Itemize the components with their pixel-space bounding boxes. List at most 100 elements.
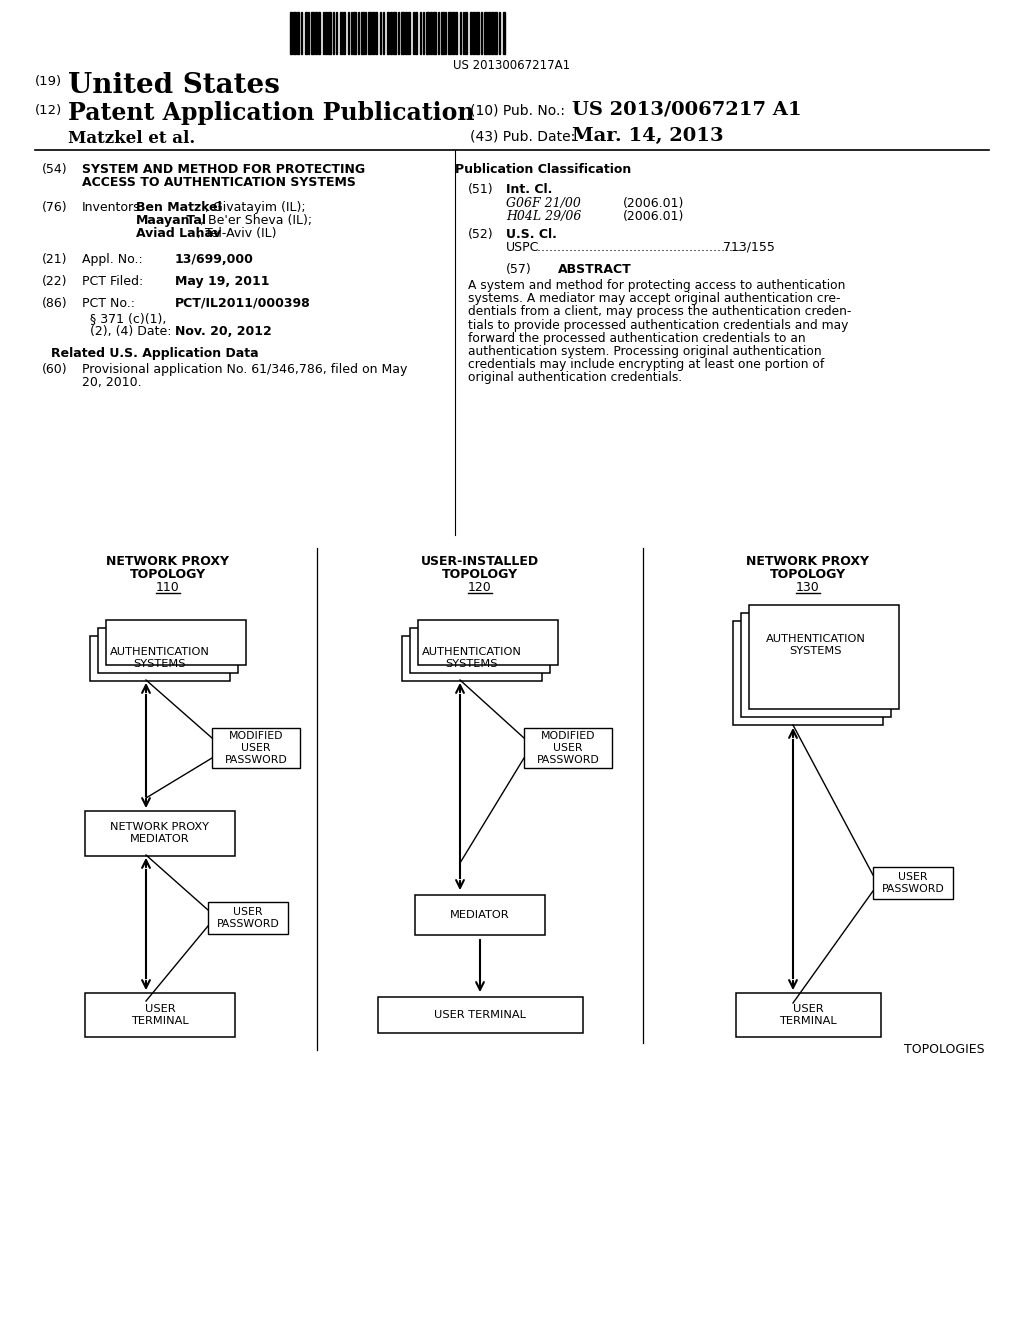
Bar — [433, 12, 436, 54]
Text: TOPOLOGY: TOPOLOGY — [130, 568, 206, 581]
Text: (2006.01): (2006.01) — [623, 210, 684, 223]
Text: (43) Pub. Date:: (43) Pub. Date: — [470, 129, 575, 144]
Text: (2), (4) Date:: (2), (4) Date: — [90, 325, 171, 338]
Bar — [426, 12, 429, 54]
Text: , Tel-Aviv (IL): , Tel-Aviv (IL) — [197, 227, 276, 240]
Text: NETWORK PROXY
MEDIATOR: NETWORK PROXY MEDIATOR — [111, 822, 210, 843]
Bar — [328, 12, 331, 54]
Text: MODIFIED
USER
PASSWORD: MODIFIED USER PASSWORD — [537, 731, 599, 764]
Text: Publication Classification: Publication Classification — [455, 162, 631, 176]
Text: 110: 110 — [156, 581, 180, 594]
Bar — [761, 678, 871, 711]
Bar — [387, 12, 389, 54]
Text: (57): (57) — [506, 263, 531, 276]
Bar — [524, 729, 612, 768]
Bar — [873, 867, 953, 899]
Text: NETWORK PROXY: NETWORK PROXY — [746, 554, 869, 568]
Bar — [318, 12, 319, 54]
Text: (12): (12) — [35, 104, 62, 117]
Bar — [297, 12, 299, 54]
Bar — [441, 12, 444, 54]
Text: (51): (51) — [468, 183, 494, 195]
Bar — [430, 12, 432, 54]
Bar — [401, 12, 404, 54]
Text: § 371 (c)(1),: § 371 (c)(1), — [90, 312, 166, 325]
Bar — [361, 12, 364, 54]
Text: (60): (60) — [42, 363, 68, 376]
Bar — [372, 12, 374, 54]
Bar — [415, 12, 417, 54]
Text: TOPOLOGY: TOPOLOGY — [442, 568, 518, 581]
Text: (2006.01): (2006.01) — [623, 197, 684, 210]
Text: USER
PASSWORD: USER PASSWORD — [882, 873, 944, 894]
Text: 20, 2010.: 20, 2010. — [82, 376, 141, 389]
Text: USER
TERMINAL: USER TERMINAL — [779, 1005, 837, 1026]
Bar — [212, 729, 300, 768]
Text: U.S. Cl.: U.S. Cl. — [506, 228, 557, 242]
Text: PCT/IL2011/000398: PCT/IL2011/000398 — [175, 297, 310, 310]
Text: USER
TERMINAL: USER TERMINAL — [131, 1005, 188, 1026]
Bar — [378, 997, 583, 1034]
Bar — [488, 12, 490, 54]
Bar — [85, 810, 234, 855]
Text: United States: United States — [68, 73, 280, 99]
Text: authentication system. Processing original authentication: authentication system. Processing origin… — [468, 345, 821, 358]
Bar — [368, 12, 371, 54]
Bar — [741, 612, 891, 717]
Text: tials to provide processed authentication credentials and may: tials to provide processed authenticatio… — [468, 318, 848, 331]
Text: Matzkel et al.: Matzkel et al. — [68, 129, 196, 147]
Text: 13/699,000: 13/699,000 — [175, 253, 254, 267]
Bar — [415, 895, 545, 935]
Bar — [452, 12, 454, 54]
Text: US 20130067217A1: US 20130067217A1 — [454, 59, 570, 73]
Text: USER TERMINAL: USER TERMINAL — [434, 1010, 526, 1020]
Text: USER-INSTALLED: USER-INSTALLED — [421, 554, 539, 568]
Bar — [402, 635, 542, 681]
Text: Tal: Tal — [182, 214, 206, 227]
Text: AUTHENTICATION
SYSTEMS: AUTHENTICATION SYSTEMS — [766, 634, 866, 656]
Text: MEDIATOR: MEDIATOR — [786, 690, 846, 700]
Text: AUTHENTICATION
SYSTEMS: AUTHENTICATION SYSTEMS — [110, 647, 210, 669]
Text: 130: 130 — [796, 581, 820, 594]
Text: (76): (76) — [42, 201, 68, 214]
Text: , Givatayim (IL);: , Givatayim (IL); — [205, 201, 305, 214]
Text: Mar. 14, 2013: Mar. 14, 2013 — [572, 127, 724, 145]
Text: (86): (86) — [42, 297, 68, 310]
Bar — [749, 605, 899, 709]
Text: credentials may include encrypting at least one portion of: credentials may include encrypting at le… — [468, 358, 824, 371]
Bar — [503, 12, 505, 54]
Text: H04L 29/06: H04L 29/06 — [506, 210, 582, 223]
Text: USER
PASSWORD: USER PASSWORD — [217, 907, 280, 929]
Bar — [490, 12, 493, 54]
Bar — [390, 12, 392, 54]
Text: (19): (19) — [35, 75, 62, 88]
Bar — [208, 902, 288, 935]
Text: G06F 21/00: G06F 21/00 — [506, 197, 581, 210]
Bar — [418, 619, 558, 664]
Text: (21): (21) — [42, 253, 68, 267]
Text: NETWORK PROXY: NETWORK PROXY — [106, 554, 229, 568]
Text: ACCESS TO AUTHENTICATION SYSTEMS: ACCESS TO AUTHENTICATION SYSTEMS — [82, 176, 356, 189]
Bar — [455, 12, 457, 54]
Text: May 19, 2011: May 19, 2011 — [175, 275, 269, 288]
Text: dentials from a client, may process the authentication creden-: dentials from a client, may process the … — [468, 305, 851, 318]
Text: Provisional application No. 61/346,786, filed on May: Provisional application No. 61/346,786, … — [82, 363, 408, 376]
Bar — [408, 12, 410, 54]
Bar — [325, 12, 327, 54]
Bar — [305, 12, 307, 54]
Text: Inventors:: Inventors: — [82, 201, 144, 214]
Bar — [733, 620, 883, 725]
Text: 120: 120 — [468, 581, 492, 594]
Text: 713/155: 713/155 — [723, 242, 775, 253]
Text: PCT Filed:: PCT Filed: — [82, 275, 143, 288]
Bar — [293, 12, 296, 54]
Text: Ben Matzkel: Ben Matzkel — [136, 201, 222, 214]
Bar — [476, 12, 479, 54]
Bar — [484, 12, 487, 54]
Bar — [343, 12, 345, 54]
Text: (54): (54) — [42, 162, 68, 176]
Text: ABSTRACT: ABSTRACT — [558, 263, 632, 276]
Text: forward the processed authentication credentials to an: forward the processed authentication cre… — [468, 331, 806, 345]
Bar — [410, 627, 550, 672]
Bar — [465, 12, 467, 54]
